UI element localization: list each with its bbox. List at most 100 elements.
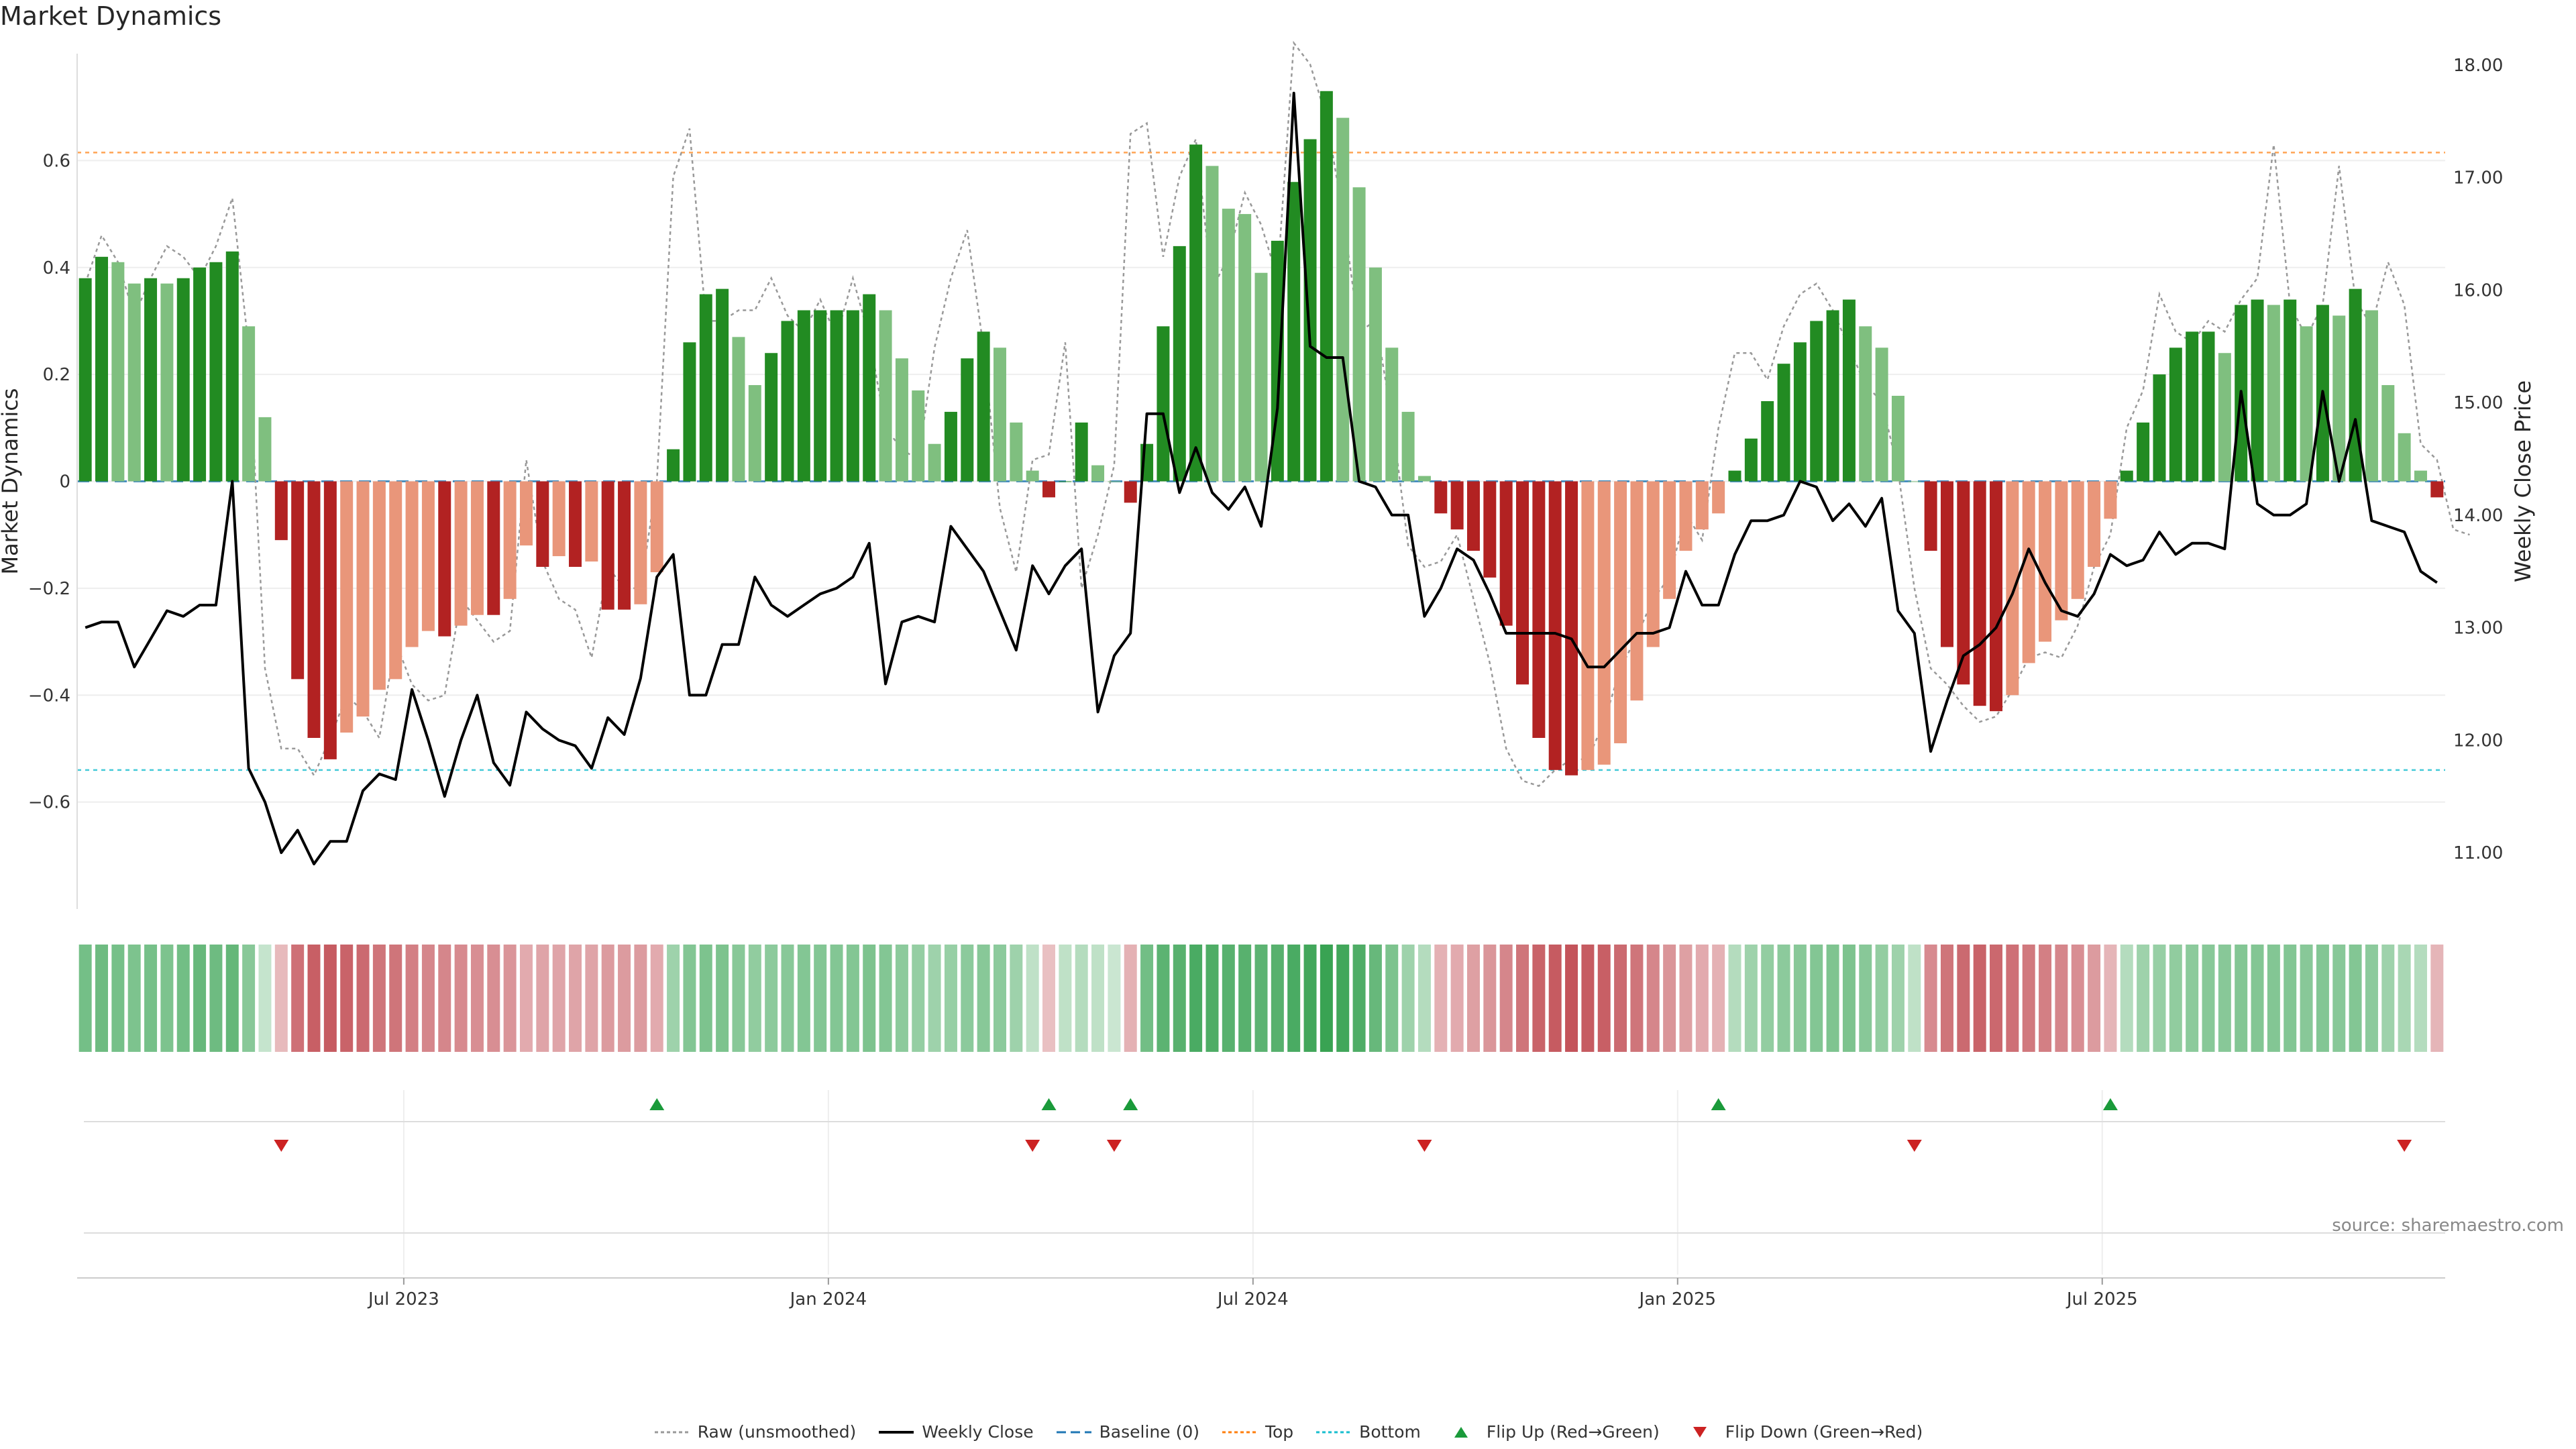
dynamics-bar [618, 481, 631, 610]
dynamics-bar [1924, 481, 1937, 551]
heat-cell [1320, 945, 1333, 1052]
heat-cell [1434, 945, 1448, 1052]
heat-cell [879, 945, 892, 1052]
dynamics-bar [1891, 396, 1904, 482]
dynamics-bar [2055, 481, 2068, 621]
heat-cell [2169, 945, 2182, 1052]
legend-label: Bottom [1359, 1422, 1421, 1442]
dynamics-bar [95, 256, 109, 482]
heat-cell [961, 945, 974, 1052]
heat-cell [552, 945, 566, 1052]
legend-item-top: Top [1221, 1422, 1293, 1442]
dynamics-bar [1516, 481, 1529, 685]
dynamics-bar [2267, 305, 2280, 482]
dynamics-bar [487, 481, 500, 615]
heat-cell [291, 945, 305, 1052]
dynamics-bar [1973, 481, 1986, 706]
y2-tick-label: 11.00 [2453, 843, 2503, 863]
dynamics-bar [912, 390, 925, 482]
heat-cell [421, 945, 435, 1052]
heat-cell [1173, 945, 1186, 1052]
flip-up-marker [649, 1098, 665, 1110]
dynamics-bar [536, 481, 549, 567]
dynamics-bar [1793, 342, 1807, 482]
heat-cell [2153, 945, 2166, 1052]
flip-down-marker [274, 1140, 289, 1152]
heat-cell [618, 945, 631, 1052]
dynamics-bar [977, 331, 990, 482]
heat-cell [1189, 945, 1203, 1052]
heat-cell [569, 945, 582, 1052]
dynamics-bar [961, 358, 974, 482]
dynamics-bar [1254, 272, 1268, 482]
heat-cell [1744, 945, 1758, 1052]
heat-cell [601, 945, 614, 1052]
y-tick-label: 0.4 [43, 258, 70, 278]
heat-cell [2430, 945, 2444, 1052]
dynamics-bar [2398, 433, 2411, 482]
dynamics-bar [1859, 326, 1872, 482]
dynamics-bar [340, 481, 354, 733]
legend-label: Flip Down (Green→Red) [1725, 1422, 1923, 1442]
dynamics-bar [258, 417, 272, 482]
heat-cell [2381, 945, 2395, 1052]
source-note: source: sharemaestro.com [2332, 1216, 2564, 1236]
dynamics-bar [1287, 182, 1301, 482]
heat-cell [667, 945, 680, 1052]
flip_up-legend-swatch [1454, 1426, 1468, 1438]
flip-markers-layer [84, 1098, 2445, 1234]
flip-down-marker [1106, 1140, 1122, 1152]
heat-cell [2365, 945, 2378, 1052]
heat-cell [1417, 945, 1431, 1052]
x-tick-label: Jan 2025 [1638, 1289, 1717, 1309]
heat-cell [438, 945, 451, 1052]
dynamics-bar [634, 481, 647, 604]
heat-cell [2071, 945, 2084, 1052]
dynamics-bar [814, 310, 827, 482]
dynamics-bar [2039, 481, 2052, 642]
heat-cell [1990, 945, 2003, 1052]
heat-cell [1450, 945, 1464, 1052]
heat-cell [1581, 945, 1595, 1052]
legend: Raw (unsmoothed) Weekly Close Baseline (0)… [0, 1422, 2576, 1444]
heat-cell [1663, 945, 1676, 1052]
close-series-layer [85, 91, 2438, 865]
dynamics-bar [405, 481, 419, 647]
heat-cell [895, 945, 908, 1052]
heat-cell [1614, 945, 1627, 1052]
heat-cell [454, 945, 468, 1052]
heat-cell [2267, 945, 2280, 1052]
heat-cell [1124, 945, 1137, 1052]
heat-cell [1712, 945, 1725, 1052]
heat-cell [1205, 945, 1219, 1052]
dynamics-bar [2120, 470, 2133, 482]
dynamics-bar [2251, 299, 2264, 482]
heat-cell [209, 945, 223, 1052]
heat-cell [585, 945, 598, 1052]
heat-cell [2039, 945, 2052, 1052]
heat-cell [1075, 945, 1088, 1052]
dynamics-bar [372, 481, 386, 690]
dynamics-bar [1173, 246, 1186, 482]
dynamics-bar [1630, 481, 1644, 701]
heat-cell [487, 945, 500, 1052]
heat-cell [176, 945, 190, 1052]
heat-cell [2022, 945, 2035, 1052]
dynamics-bar [1646, 481, 1660, 647]
dynamics-bar [1010, 422, 1023, 482]
dynamics-bar [144, 278, 158, 482]
heat-cell [1891, 945, 1904, 1052]
heat-cell [2349, 945, 2362, 1052]
heat-cell [1532, 945, 1546, 1052]
dynamics-bar [242, 326, 256, 482]
dynamics-bar [1728, 470, 1741, 482]
dynamics-bar [2332, 315, 2346, 482]
heat-cell [1222, 945, 1235, 1052]
heat-cell [1597, 945, 1611, 1052]
heat-cell [225, 945, 239, 1052]
heat-cell [2055, 945, 2068, 1052]
dynamics-bar [569, 481, 582, 567]
dynamics-bar [2137, 422, 2150, 482]
heat-cell [1140, 945, 1154, 1052]
heat-cell [1630, 945, 1644, 1052]
